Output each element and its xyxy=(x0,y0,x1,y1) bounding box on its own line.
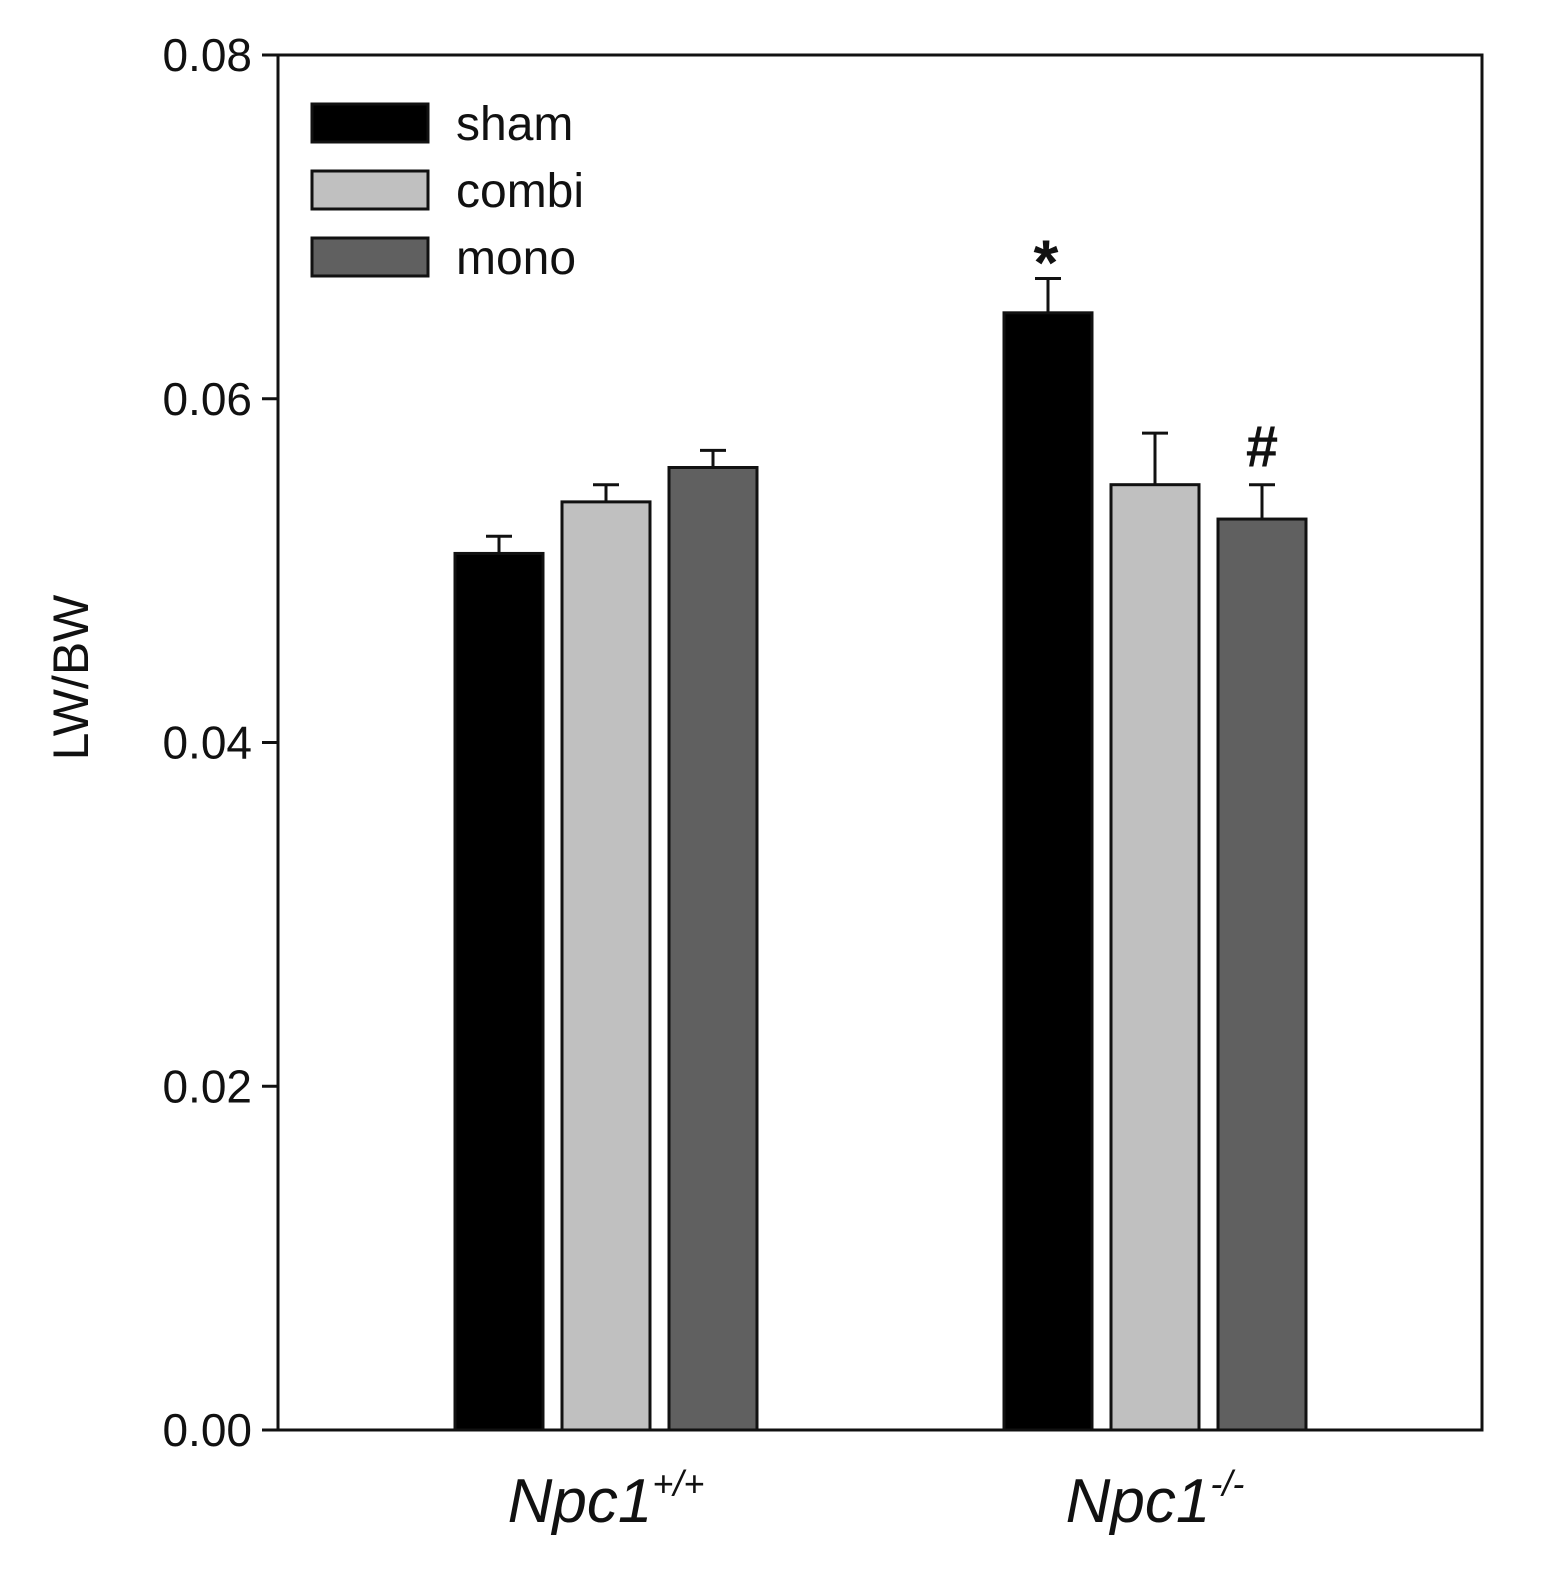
y-tick-label: 0.06 xyxy=(162,373,252,425)
legend-label-mono: mono xyxy=(456,232,576,285)
category-base: Npc1 xyxy=(1066,1467,1211,1536)
bar-sham-1 xyxy=(453,551,545,1432)
legend-label-sham: sham xyxy=(456,98,573,151)
legend-swatch-mono xyxy=(310,236,430,278)
bar-combi-2 xyxy=(1109,483,1201,1432)
x-category-label: Npc1+/+ xyxy=(508,1463,705,1536)
legend-swatch-combi xyxy=(310,169,430,211)
y-tick-label: 0.00 xyxy=(162,1404,252,1456)
legend-label-combi: combi xyxy=(456,165,584,218)
bar-combi-1 xyxy=(560,500,652,1432)
category-superscript: +/+ xyxy=(652,1463,704,1504)
annotations: *# xyxy=(1034,226,1279,479)
category-base: Npc1 xyxy=(508,1467,653,1536)
error-bars xyxy=(486,276,1275,554)
bar-sham-2 xyxy=(1002,311,1094,1432)
x-axis-categories: Npc1+/+ Npc1-/- xyxy=(508,1463,1245,1536)
bar-mono-2 xyxy=(1216,517,1308,1432)
bars xyxy=(453,311,1308,1432)
plot-frame xyxy=(276,53,1484,1432)
legend: sham combi mono xyxy=(310,98,584,285)
y-axis: 0.00 0.02 0.04 0.06 0.08 xyxy=(162,29,278,1456)
significance-marker: # xyxy=(1246,415,1278,480)
legend-swatch-sham xyxy=(310,102,430,144)
category-superscript: -/- xyxy=(1210,1463,1244,1504)
y-axis-label: LW/BW xyxy=(43,594,99,761)
significance-marker: * xyxy=(1034,226,1059,298)
bar-mono-1 xyxy=(667,466,759,1432)
y-tick-label: 0.02 xyxy=(162,1060,252,1112)
y-tick-label: 0.08 xyxy=(162,29,252,81)
x-category-label: Npc1-/- xyxy=(1066,1463,1245,1536)
y-tick-label: 0.04 xyxy=(162,717,252,769)
